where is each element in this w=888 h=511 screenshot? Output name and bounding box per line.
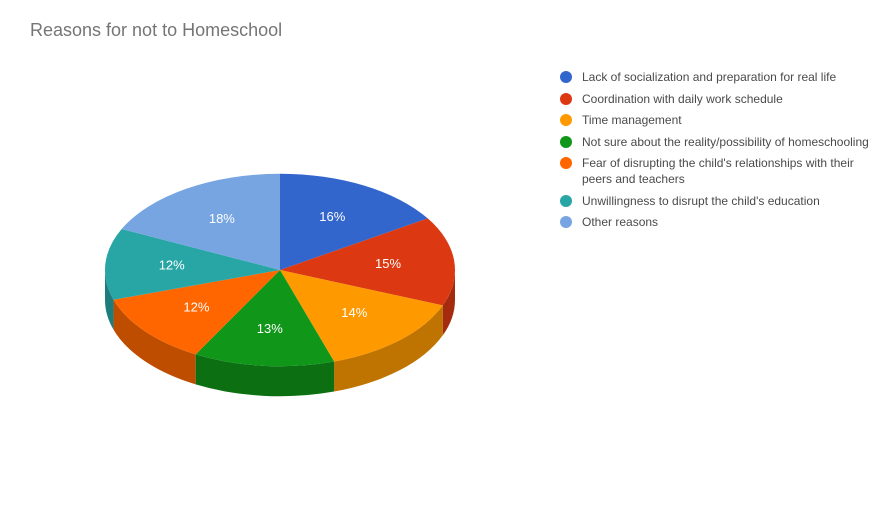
legend-item[interactable]: Fear of disrupting the child's relations… (560, 156, 870, 187)
pie-slice-label: 15% (375, 256, 401, 271)
legend-item[interactable]: Time management (560, 113, 870, 129)
legend-swatch (560, 157, 572, 169)
legend-swatch (560, 136, 572, 148)
pie-slice-label: 12% (159, 258, 185, 273)
chart-root: { "title": "Reasons for not to Homeschoo… (0, 0, 888, 511)
legend-label: Unwillingness to disrupt the child's edu… (582, 194, 870, 210)
pie-slice-label: 12% (183, 299, 209, 314)
legend-swatch (560, 71, 572, 83)
legend-swatch (560, 216, 572, 228)
legend-item[interactable]: Lack of socialization and preparation fo… (560, 70, 870, 86)
legend-swatch (560, 93, 572, 105)
legend: Lack of socialization and preparation fo… (560, 70, 870, 237)
pie-slice-label: 16% (319, 209, 345, 224)
legend-label: Coordination with daily work schedule (582, 92, 870, 108)
pie-svg: 16% 15% 14% 13% 12% 12% 18% (30, 80, 530, 480)
pie-slice-label: 13% (257, 321, 283, 336)
legend-label: Not sure about the reality/possibility o… (582, 135, 870, 151)
pie-slice-label: 18% (209, 211, 235, 226)
legend-item[interactable]: Coordination with daily work schedule (560, 92, 870, 108)
pie-chart: 16% 15% 14% 13% 12% 12% 18% (30, 80, 530, 480)
legend-swatch (560, 114, 572, 126)
legend-label: Fear of disrupting the child's relations… (582, 156, 870, 187)
legend-label: Other reasons (582, 215, 870, 231)
legend-item[interactable]: Unwillingness to disrupt the child's edu… (560, 194, 870, 210)
legend-label: Time management (582, 113, 870, 129)
legend-swatch (560, 195, 572, 207)
legend-label: Lack of socialization and preparation fo… (582, 70, 870, 86)
chart-title: Reasons for not to Homeschool (30, 20, 282, 41)
pie-slice-label: 14% (341, 305, 367, 320)
legend-item[interactable]: Not sure about the reality/possibility o… (560, 135, 870, 151)
legend-item[interactable]: Other reasons (560, 215, 870, 231)
